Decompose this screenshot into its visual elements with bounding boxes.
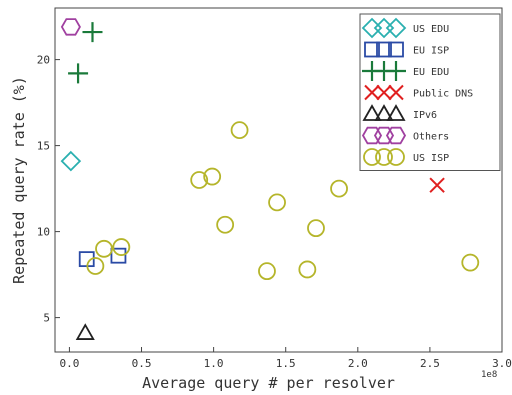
- legend-label: IPv6: [413, 110, 437, 121]
- data-point: [268, 193, 286, 212]
- plot-frame: [54, 7, 503, 353]
- x-tick-label: 1.5: [276, 357, 296, 370]
- legend-marker: [374, 104, 394, 121]
- legend-marker: [362, 104, 382, 121]
- data-point: [82, 22, 103, 43]
- data-point: [95, 239, 113, 258]
- x-axis-label: Average query # per resolver: [142, 374, 395, 392]
- x-tick-label: 2.0: [348, 357, 368, 370]
- data-point: [330, 179, 348, 198]
- x-axis-offset-label: 1e8: [481, 370, 497, 380]
- data-point: [75, 323, 95, 340]
- legend-marker: [386, 61, 406, 81]
- x-tick-label: 3.0: [492, 357, 512, 370]
- data-point: [60, 18, 81, 36]
- y-tick-label: 5: [43, 312, 50, 325]
- y-tick-label: 20: [37, 54, 50, 67]
- legend-marker: [375, 148, 393, 166]
- data-point: [216, 215, 235, 234]
- data-point: [112, 238, 131, 256]
- legend-marker: [364, 84, 380, 101]
- data-point: [258, 262, 276, 281]
- data-point: [230, 121, 249, 140]
- legend-marker: [386, 104, 406, 121]
- x-tick-label: 1.0: [204, 357, 224, 370]
- legend-marker: [385, 126, 407, 145]
- x-tick-label: 2.5: [420, 357, 440, 370]
- legend-marker: [385, 17, 407, 39]
- legend-label: Public DNS: [413, 89, 473, 100]
- plot-area: [60, 18, 480, 340]
- data-point: [190, 171, 209, 189]
- y-tick-label: 15: [37, 140, 50, 153]
- data-point: [110, 247, 127, 264]
- legend-marker: [364, 41, 380, 58]
- legend-marker: [361, 126, 383, 145]
- legend-label: Others: [413, 132, 449, 143]
- data-point: [203, 167, 222, 186]
- legend-label: US EDU: [413, 24, 449, 35]
- x-tick-label: 0.0: [59, 357, 79, 370]
- legend-label: US ISP: [413, 153, 449, 164]
- y-tick-label: 10: [37, 226, 50, 239]
- data-point: [429, 177, 445, 193]
- data-point: [298, 260, 317, 279]
- legend-marker: [388, 84, 404, 101]
- y-axis-label: Repeated query rate (%): [10, 76, 28, 284]
- legend-label: EU EDU: [413, 67, 449, 78]
- legend-marker: [376, 41, 392, 58]
- legend-marker: [387, 148, 405, 166]
- data-point: [68, 63, 89, 84]
- legend-marker: [388, 41, 404, 58]
- data-point: [60, 150, 82, 172]
- legend-marker: [373, 126, 395, 145]
- x-tick-label: 0.5: [132, 357, 152, 370]
- axes: 0.0 0.5 1.0 1.5 2.0 2.5 3.0 5 10 15 20: [37, 7, 512, 370]
- data-point: [461, 253, 480, 272]
- legend: US EDU EU ISP EU EDU Public DNS IPv6 Others US…: [359, 13, 501, 171]
- data-point: [86, 257, 105, 275]
- legend-marker: [376, 84, 392, 101]
- data-point: [307, 219, 325, 238]
- legend-label: EU ISP: [413, 46, 449, 57]
- legend-marker: [363, 148, 381, 166]
